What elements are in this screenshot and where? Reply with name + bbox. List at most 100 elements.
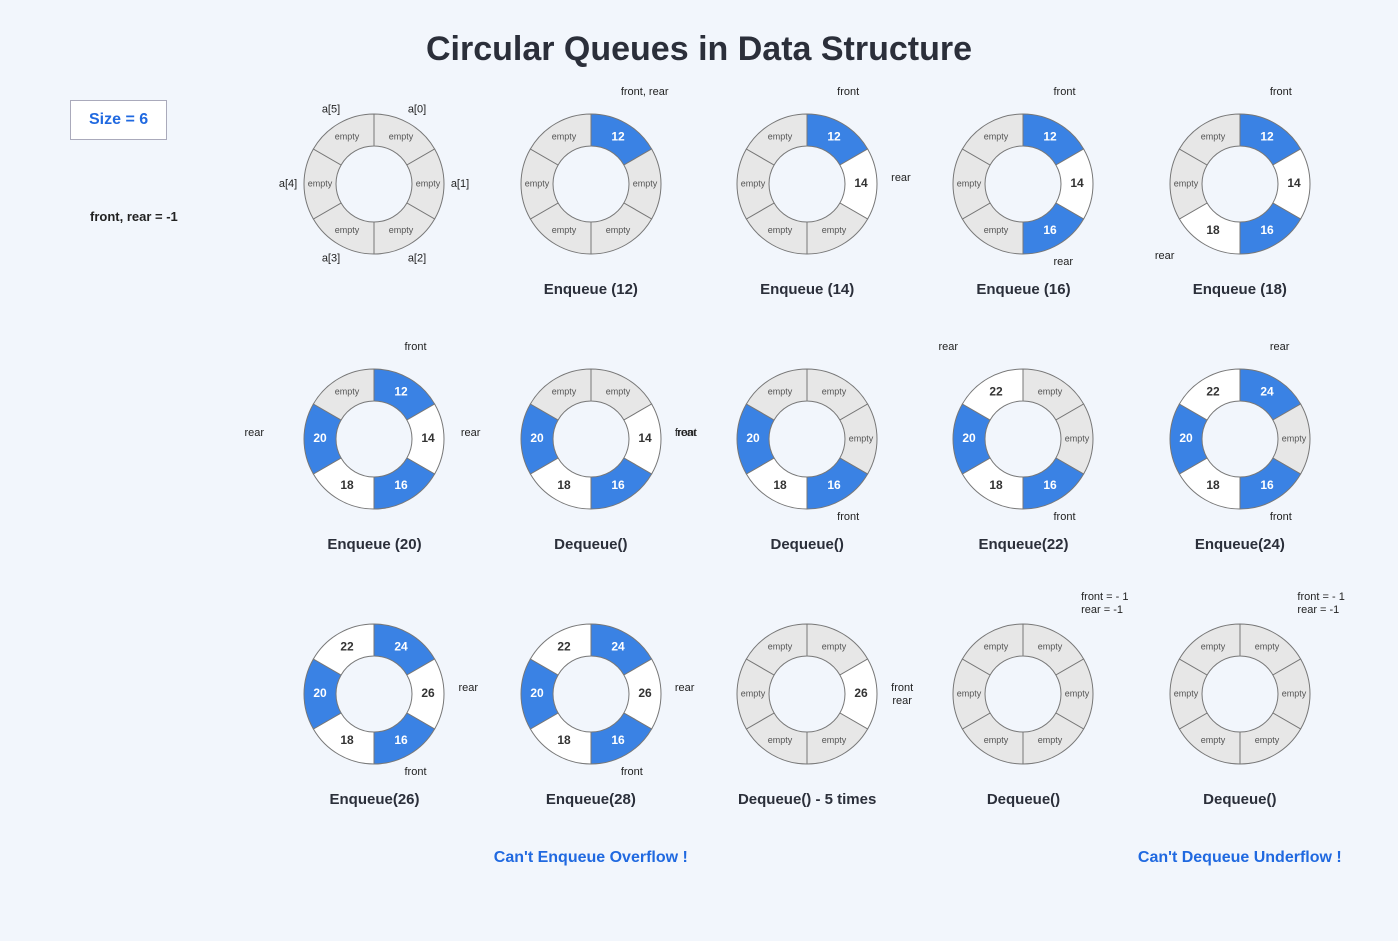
- segment-0-label: empty: [1038, 642, 1063, 652]
- pointer-label: rear: [675, 682, 695, 695]
- segment-5-label: empty: [768, 642, 793, 652]
- state-caption: Enqueue (20): [327, 536, 421, 553]
- segment-1-label: 14: [422, 431, 436, 445]
- segment-3-label: 18: [773, 478, 787, 492]
- pointer-label: front: [404, 766, 426, 779]
- segment-2-label: empty: [389, 225, 414, 235]
- segment-3-label: 18: [557, 733, 571, 747]
- segment-2-label: empty: [1255, 735, 1280, 745]
- segment-3-label: empty: [768, 735, 793, 745]
- segment-0-label: empty: [606, 387, 631, 397]
- outer-label-3: a[3]: [322, 252, 340, 264]
- ring-svg: 1214emptyemptyemptyempty: [722, 99, 892, 269]
- segment-0-label: empty: [389, 132, 414, 142]
- segment-3-label: empty: [552, 225, 577, 235]
- segment-0-label: empty: [822, 642, 847, 652]
- segment-3-label: empty: [1201, 735, 1226, 745]
- segment-5-label: empty: [984, 132, 1009, 142]
- outer-label-1: a[1]: [451, 178, 469, 190]
- state-caption: Dequeue() - 5 times: [738, 791, 876, 808]
- pointer-label: front: [1053, 86, 1075, 99]
- segment-1-label: empty: [849, 433, 874, 443]
- page-title: Circular Queues in Data Structure: [50, 30, 1348, 69]
- ring-svg: emptyempty161820empty: [722, 354, 892, 524]
- queue-state-enq24: 24empty16182022frontrearEnqueue(24): [1132, 344, 1348, 599]
- init-cell: front, rear = -1: [50, 89, 266, 344]
- ring-wrap: empty14161820emptyfrontrear: [506, 354, 676, 524]
- segment-1-label: empty: [1065, 688, 1090, 698]
- segment-5-label: empty: [552, 387, 577, 397]
- segment-0-label: 12: [1044, 129, 1058, 143]
- segment-0-label: empty: [1255, 642, 1280, 652]
- segment-5-label: 22: [557, 639, 571, 653]
- outer-label-5: a[5]: [322, 103, 340, 115]
- ring-svg: 1214161820empty: [289, 354, 459, 524]
- ring-wrap: 242616182022frontrear: [289, 609, 459, 779]
- segment-1-label: 14: [1287, 176, 1301, 190]
- state-caption: Enqueue (18): [1193, 281, 1287, 298]
- segment-5-label: empty: [768, 132, 793, 142]
- segment-0-label: 24: [395, 639, 409, 653]
- segment-5-label: 22: [341, 639, 355, 653]
- segment-1-label: 26: [854, 686, 868, 700]
- corner-pointer-text: front = - 1rear = -1: [1081, 591, 1128, 617]
- segment-2-label: empty: [822, 225, 847, 235]
- segment-4-label: empty: [525, 178, 550, 188]
- ring-svg: empty26emptyemptyemptyempty: [722, 609, 892, 779]
- segment-0-label: 12: [395, 384, 409, 398]
- ring-svg: emptyempty16182022: [938, 354, 1108, 524]
- segment-0-label: 12: [611, 129, 625, 143]
- state-caption: Enqueue (12): [544, 281, 638, 298]
- segment-4-label: empty: [1174, 688, 1199, 698]
- outer-label-0: a[0]: [408, 103, 426, 115]
- ring-wrap: 12emptyemptyemptyemptyemptyfront, rear: [506, 99, 676, 269]
- segment-1-label: empty: [1065, 433, 1090, 443]
- segment-2-label: 16: [1044, 478, 1058, 492]
- segment-3-label: 18: [1206, 478, 1220, 492]
- segment-2-label: 16: [395, 733, 409, 747]
- segment-0-label: empty: [822, 387, 847, 397]
- pointer-label: front: [1053, 511, 1075, 524]
- segment-2-label: 16: [611, 733, 625, 747]
- state-caption: Dequeue(): [554, 536, 627, 553]
- queue-state-enq18: 12141618emptyemptyfrontrearEnqueue (18): [1132, 89, 1348, 344]
- queue-state-init: emptyemptyemptyemptyemptyemptya[0]a[1]a[…: [266, 89, 482, 344]
- segment-1-label: 14: [638, 431, 652, 445]
- segment-4-label: empty: [957, 688, 982, 698]
- ring-wrap: 24empty16182022frontrear: [1155, 354, 1325, 524]
- segment-4-label: empty: [957, 178, 982, 188]
- ring-svg: 12141618emptyempty: [1155, 99, 1325, 269]
- segment-2-label: 16: [611, 478, 625, 492]
- queue-state-enq20: 1214161820emptyfrontrearEnqueue (20): [266, 344, 482, 599]
- ring-wrap: emptyemptyemptyemptyemptyemptya[0]a[1]a[…: [289, 99, 459, 269]
- state-caption: Dequeue(): [987, 791, 1060, 808]
- segment-1-label: 26: [422, 686, 436, 700]
- queue-state-enq28: 242616182022frontrearEnqueue(28): [483, 599, 699, 854]
- pointer-label: rear: [1270, 341, 1290, 354]
- segment-5-label: empty: [335, 387, 360, 397]
- segment-2-label: 16: [827, 478, 841, 492]
- queue-state-deqB: emptyemptyemptyemptyemptyemptyfront = - …: [1132, 599, 1348, 854]
- segment-4-label: 20: [530, 431, 544, 445]
- state-caption: Enqueue(22): [978, 536, 1068, 553]
- segment-4-label: 20: [1179, 431, 1193, 445]
- segment-0-label: 24: [611, 639, 625, 653]
- ring-wrap: 121416emptyemptyemptyfrontrear: [938, 99, 1108, 269]
- pointer-label: rear: [244, 427, 264, 440]
- queue-state-deq2: emptyempty161820emptyfrontrearDequeue(): [699, 344, 915, 599]
- segment-5-label: 22: [990, 384, 1004, 398]
- ring-wrap: emptyempty161820emptyfrontrear: [722, 354, 892, 524]
- ring-wrap: 242616182022frontrear: [506, 609, 676, 779]
- pointer-label: rear: [1155, 250, 1175, 263]
- ring-wrap: emptyempty16182022frontrear: [938, 354, 1108, 524]
- ring-svg: 24empty16182022: [1155, 354, 1325, 524]
- ring-wrap: 1214161820emptyfrontrear: [289, 354, 459, 524]
- queue-state-enq12: 12emptyemptyemptyemptyemptyfront, rearEn…: [483, 89, 699, 344]
- pointer-label: rear: [458, 682, 478, 695]
- queue-state-enq26: 242616182022frontrearEnqueue(26): [266, 599, 482, 854]
- pointer-label: front: [837, 86, 859, 99]
- segment-1-label: empty: [1282, 433, 1307, 443]
- segment-1-label: empty: [1282, 688, 1307, 698]
- segment-4-label: 20: [314, 686, 328, 700]
- segment-3-label: 18: [990, 478, 1004, 492]
